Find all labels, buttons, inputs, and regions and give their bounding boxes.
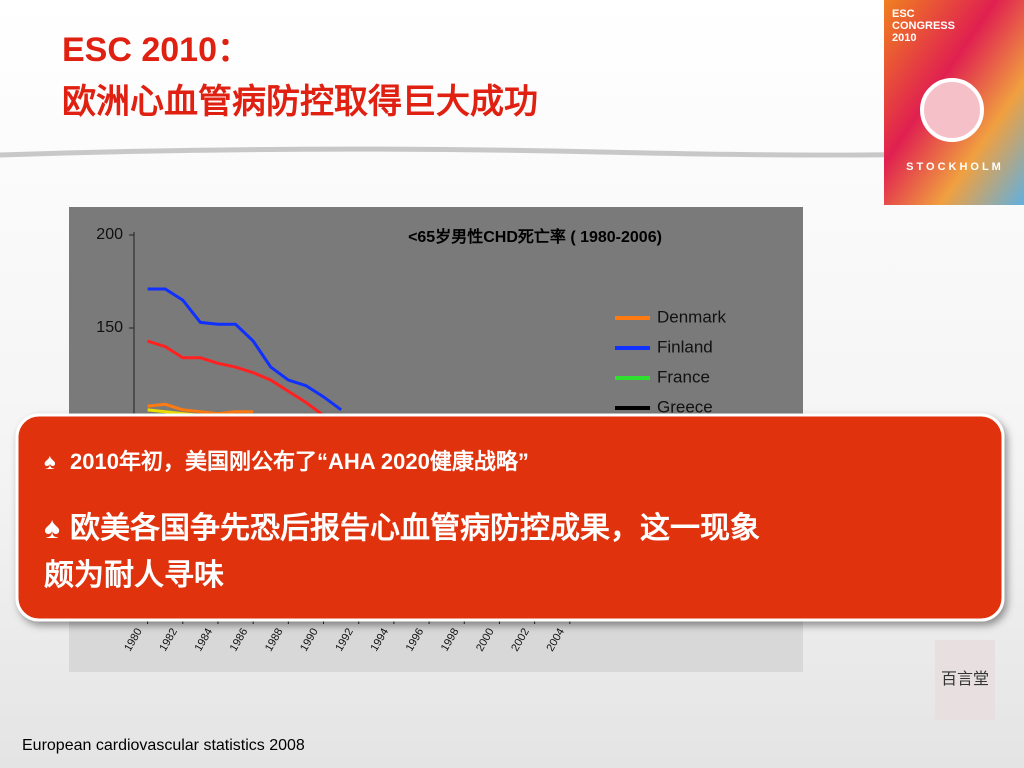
callout-box [15, 413, 1005, 622]
callout-text: 欧美各国争先恐后报告心血管病防控成果，这一现象 [70, 511, 760, 545]
callout: ♠ 2010年初，美国刚公布了“AHA 2020健康战略” ♠ 欧美各国争先恐后… [15, 413, 1005, 622]
series-line [147, 287, 343, 412]
title-line: ESC 2010： [62, 31, 251, 69]
chart-axis-band [69, 620, 803, 672]
bullet: ♠ [44, 449, 56, 474]
congress-logo: ESC CONGRESS 2010 STOCKHOLM [884, 0, 1024, 205]
brand: 百言堂 [941, 670, 989, 688]
logo-text: ESC [892, 8, 915, 20]
callout-text: 颇为耐人寻味 [44, 559, 224, 592]
logo-city: STOCKHOLM [906, 161, 1004, 173]
legend-label: France [657, 367, 710, 386]
bullet: ♠ [44, 512, 60, 545]
legend-label: Denmark [657, 307, 726, 326]
logo-text: CONGRESS [892, 20, 955, 32]
logo-text: 2010 [892, 32, 916, 44]
series-line [147, 339, 325, 417]
legend-label: Greece [657, 397, 713, 416]
logo-heart [920, 78, 984, 142]
title-line: 欧洲心血管病防控取得巨大成功 [62, 83, 538, 121]
source: European cardiovascular statistics 2008 [22, 737, 305, 754]
brand-stamp [935, 640, 995, 720]
brand-logo: 百言堂 [935, 640, 995, 720]
callout-text: 2010年初，美国刚公布了“AHA 2020健康战略” [70, 449, 529, 474]
y-tick-label: 200 [96, 226, 123, 243]
chart-title: <65岁男性CHD死亡率 ( 1980-2006) [408, 227, 662, 246]
y-tick-label: 150 [96, 319, 123, 336]
legend-label: Finland [657, 337, 713, 356]
series-line [147, 402, 254, 416]
